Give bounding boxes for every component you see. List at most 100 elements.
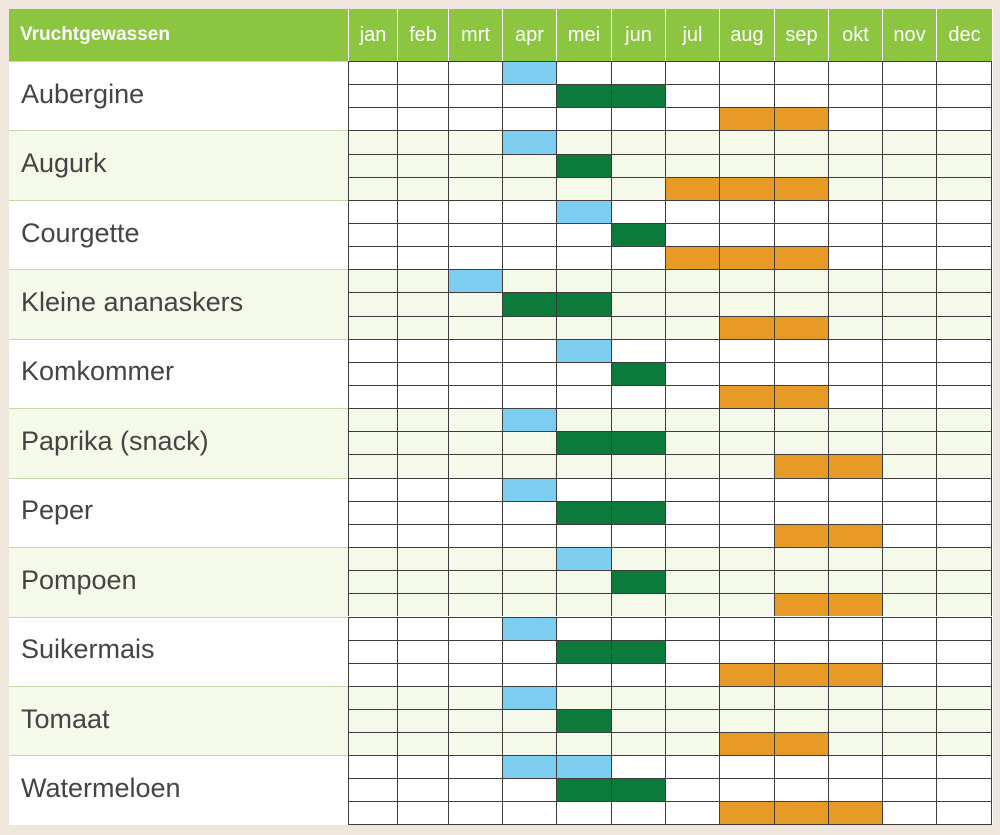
empty-slot	[665, 408, 719, 432]
harvest-mark	[665, 246, 719, 270]
empty-slot	[556, 801, 611, 825]
empty-slot	[556, 454, 611, 478]
empty-slot	[719, 269, 774, 293]
empty-slot	[828, 547, 882, 571]
month-column-okt	[828, 685, 882, 756]
empty-slot	[556, 385, 611, 409]
empty-slot	[719, 431, 774, 455]
empty-slot	[448, 361, 502, 386]
month-column-jul	[665, 338, 719, 409]
month-column-sep	[774, 269, 828, 339]
month-column-mrt	[448, 199, 502, 270]
month-column-sep	[774, 547, 828, 617]
crop-name: Tomaat	[21, 703, 110, 734]
empty-slot	[448, 153, 502, 177]
empty-slot	[719, 61, 774, 85]
month-column-jul	[665, 755, 719, 825]
empty-slot	[719, 709, 774, 733]
empty-slot	[828, 778, 882, 801]
month-column-sep	[774, 477, 828, 548]
month-column-nov	[882, 130, 936, 200]
month-column-dec	[936, 338, 992, 409]
empty-slot	[882, 385, 936, 409]
empty-slot	[348, 223, 397, 247]
plant-mark	[611, 223, 665, 247]
month-header-nov: nov	[882, 9, 936, 61]
empty-slot	[611, 153, 665, 177]
month-column-aug	[719, 61, 774, 131]
empty-slot	[936, 61, 992, 85]
empty-slot	[882, 755, 936, 779]
empty-slot	[882, 408, 936, 432]
harvest-mark	[774, 523, 828, 548]
empty-slot	[448, 709, 502, 733]
empty-slot	[665, 385, 719, 409]
month-column-nov	[882, 338, 936, 409]
empty-slot	[882, 454, 936, 478]
empty-slot	[936, 223, 992, 247]
month-column-nov	[882, 477, 936, 548]
empty-slot	[665, 616, 719, 640]
empty-slot	[348, 153, 397, 177]
table-title: Vruchtgewassen	[9, 9, 348, 61]
month-column-aug	[719, 685, 774, 756]
empty-slot	[556, 477, 611, 501]
crop-name: Pompoen	[21, 564, 137, 595]
empty-slot	[611, 199, 665, 224]
empty-slot	[556, 315, 611, 339]
harvest-mark	[774, 454, 828, 478]
month-column-feb	[397, 685, 448, 756]
empty-slot	[882, 709, 936, 733]
month-column-jul	[665, 269, 719, 339]
empty-slot	[719, 454, 774, 478]
empty-slot	[611, 454, 665, 478]
month-column-mrt	[448, 130, 502, 200]
empty-slot	[556, 593, 611, 617]
month-column-apr	[502, 199, 556, 270]
empty-slot	[348, 61, 397, 85]
month-column-sep	[774, 685, 828, 756]
month-column-jul	[665, 61, 719, 131]
month-column-okt	[828, 199, 882, 270]
month-column-dec	[936, 547, 992, 617]
empty-slot	[502, 639, 556, 663]
empty-slot	[882, 616, 936, 640]
empty-slot	[665, 315, 719, 339]
empty-slot	[882, 431, 936, 455]
empty-slot	[502, 199, 556, 224]
empty-slot	[774, 84, 828, 108]
empty-slot	[556, 130, 611, 154]
empty-slot	[556, 361, 611, 386]
empty-slot	[774, 61, 828, 85]
month-column-dec	[936, 616, 992, 686]
month-column-jan	[348, 61, 397, 131]
empty-slot	[556, 408, 611, 432]
harvest-mark	[719, 176, 774, 200]
month-column-dec	[936, 61, 992, 131]
empty-slot	[828, 408, 882, 432]
empty-slot	[397, 246, 448, 270]
empty-slot	[448, 547, 502, 571]
plant-mark	[556, 84, 611, 108]
empty-slot	[882, 223, 936, 247]
empty-slot	[882, 523, 936, 548]
harvest-mark	[828, 454, 882, 478]
empty-slot	[774, 500, 828, 524]
empty-slot	[719, 593, 774, 617]
month-column-mei	[556, 199, 611, 270]
empty-slot	[719, 199, 774, 224]
crop-label: Suikermais	[9, 616, 348, 686]
empty-slot	[397, 523, 448, 548]
empty-slot	[882, 732, 936, 756]
month-column-apr	[502, 685, 556, 756]
empty-slot	[397, 292, 448, 316]
empty-slot	[397, 477, 448, 501]
empty-slot	[936, 616, 992, 640]
month-column-apr	[502, 61, 556, 131]
plant-mark	[611, 570, 665, 594]
month-column-dec	[936, 130, 992, 200]
empty-slot	[448, 338, 502, 362]
empty-slot	[397, 709, 448, 733]
month-column-mei	[556, 130, 611, 200]
empty-slot	[448, 107, 502, 131]
